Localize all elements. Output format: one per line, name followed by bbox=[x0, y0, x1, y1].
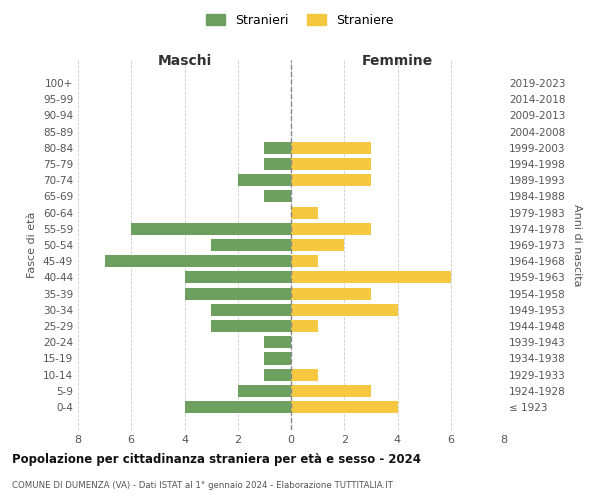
Bar bbox=[291, 255, 317, 268]
Bar bbox=[265, 336, 291, 348]
Bar bbox=[104, 255, 291, 268]
Bar bbox=[265, 368, 291, 381]
Bar bbox=[291, 222, 371, 235]
Bar bbox=[291, 304, 398, 316]
Bar bbox=[185, 401, 291, 413]
Text: Popolazione per cittadinanza straniera per età e sesso - 2024: Popolazione per cittadinanza straniera p… bbox=[12, 452, 421, 466]
Bar bbox=[291, 206, 317, 218]
Bar bbox=[211, 239, 291, 251]
Bar bbox=[238, 174, 291, 186]
Bar bbox=[291, 158, 371, 170]
Bar bbox=[291, 320, 317, 332]
Bar bbox=[291, 368, 317, 381]
Y-axis label: Fasce di età: Fasce di età bbox=[28, 212, 37, 278]
Bar bbox=[185, 288, 291, 300]
Text: COMUNE DI DUMENZA (VA) - Dati ISTAT al 1° gennaio 2024 - Elaborazione TUTTITALIA: COMUNE DI DUMENZA (VA) - Dati ISTAT al 1… bbox=[12, 480, 393, 490]
Text: Femmine: Femmine bbox=[362, 54, 433, 68]
Bar bbox=[265, 142, 291, 154]
Bar bbox=[238, 385, 291, 397]
Bar bbox=[291, 272, 451, 283]
Bar bbox=[291, 401, 398, 413]
Bar bbox=[291, 288, 371, 300]
Bar bbox=[211, 320, 291, 332]
Bar bbox=[265, 190, 291, 202]
Text: Maschi: Maschi bbox=[157, 54, 212, 68]
Bar bbox=[185, 272, 291, 283]
Legend: Stranieri, Straniere: Stranieri, Straniere bbox=[202, 8, 398, 32]
Bar bbox=[211, 304, 291, 316]
Bar bbox=[291, 174, 371, 186]
Bar bbox=[291, 385, 371, 397]
Y-axis label: Anni di nascita: Anni di nascita bbox=[572, 204, 582, 286]
Bar bbox=[291, 142, 371, 154]
Bar bbox=[131, 222, 291, 235]
Bar bbox=[291, 239, 344, 251]
Bar bbox=[265, 158, 291, 170]
Bar bbox=[265, 352, 291, 364]
